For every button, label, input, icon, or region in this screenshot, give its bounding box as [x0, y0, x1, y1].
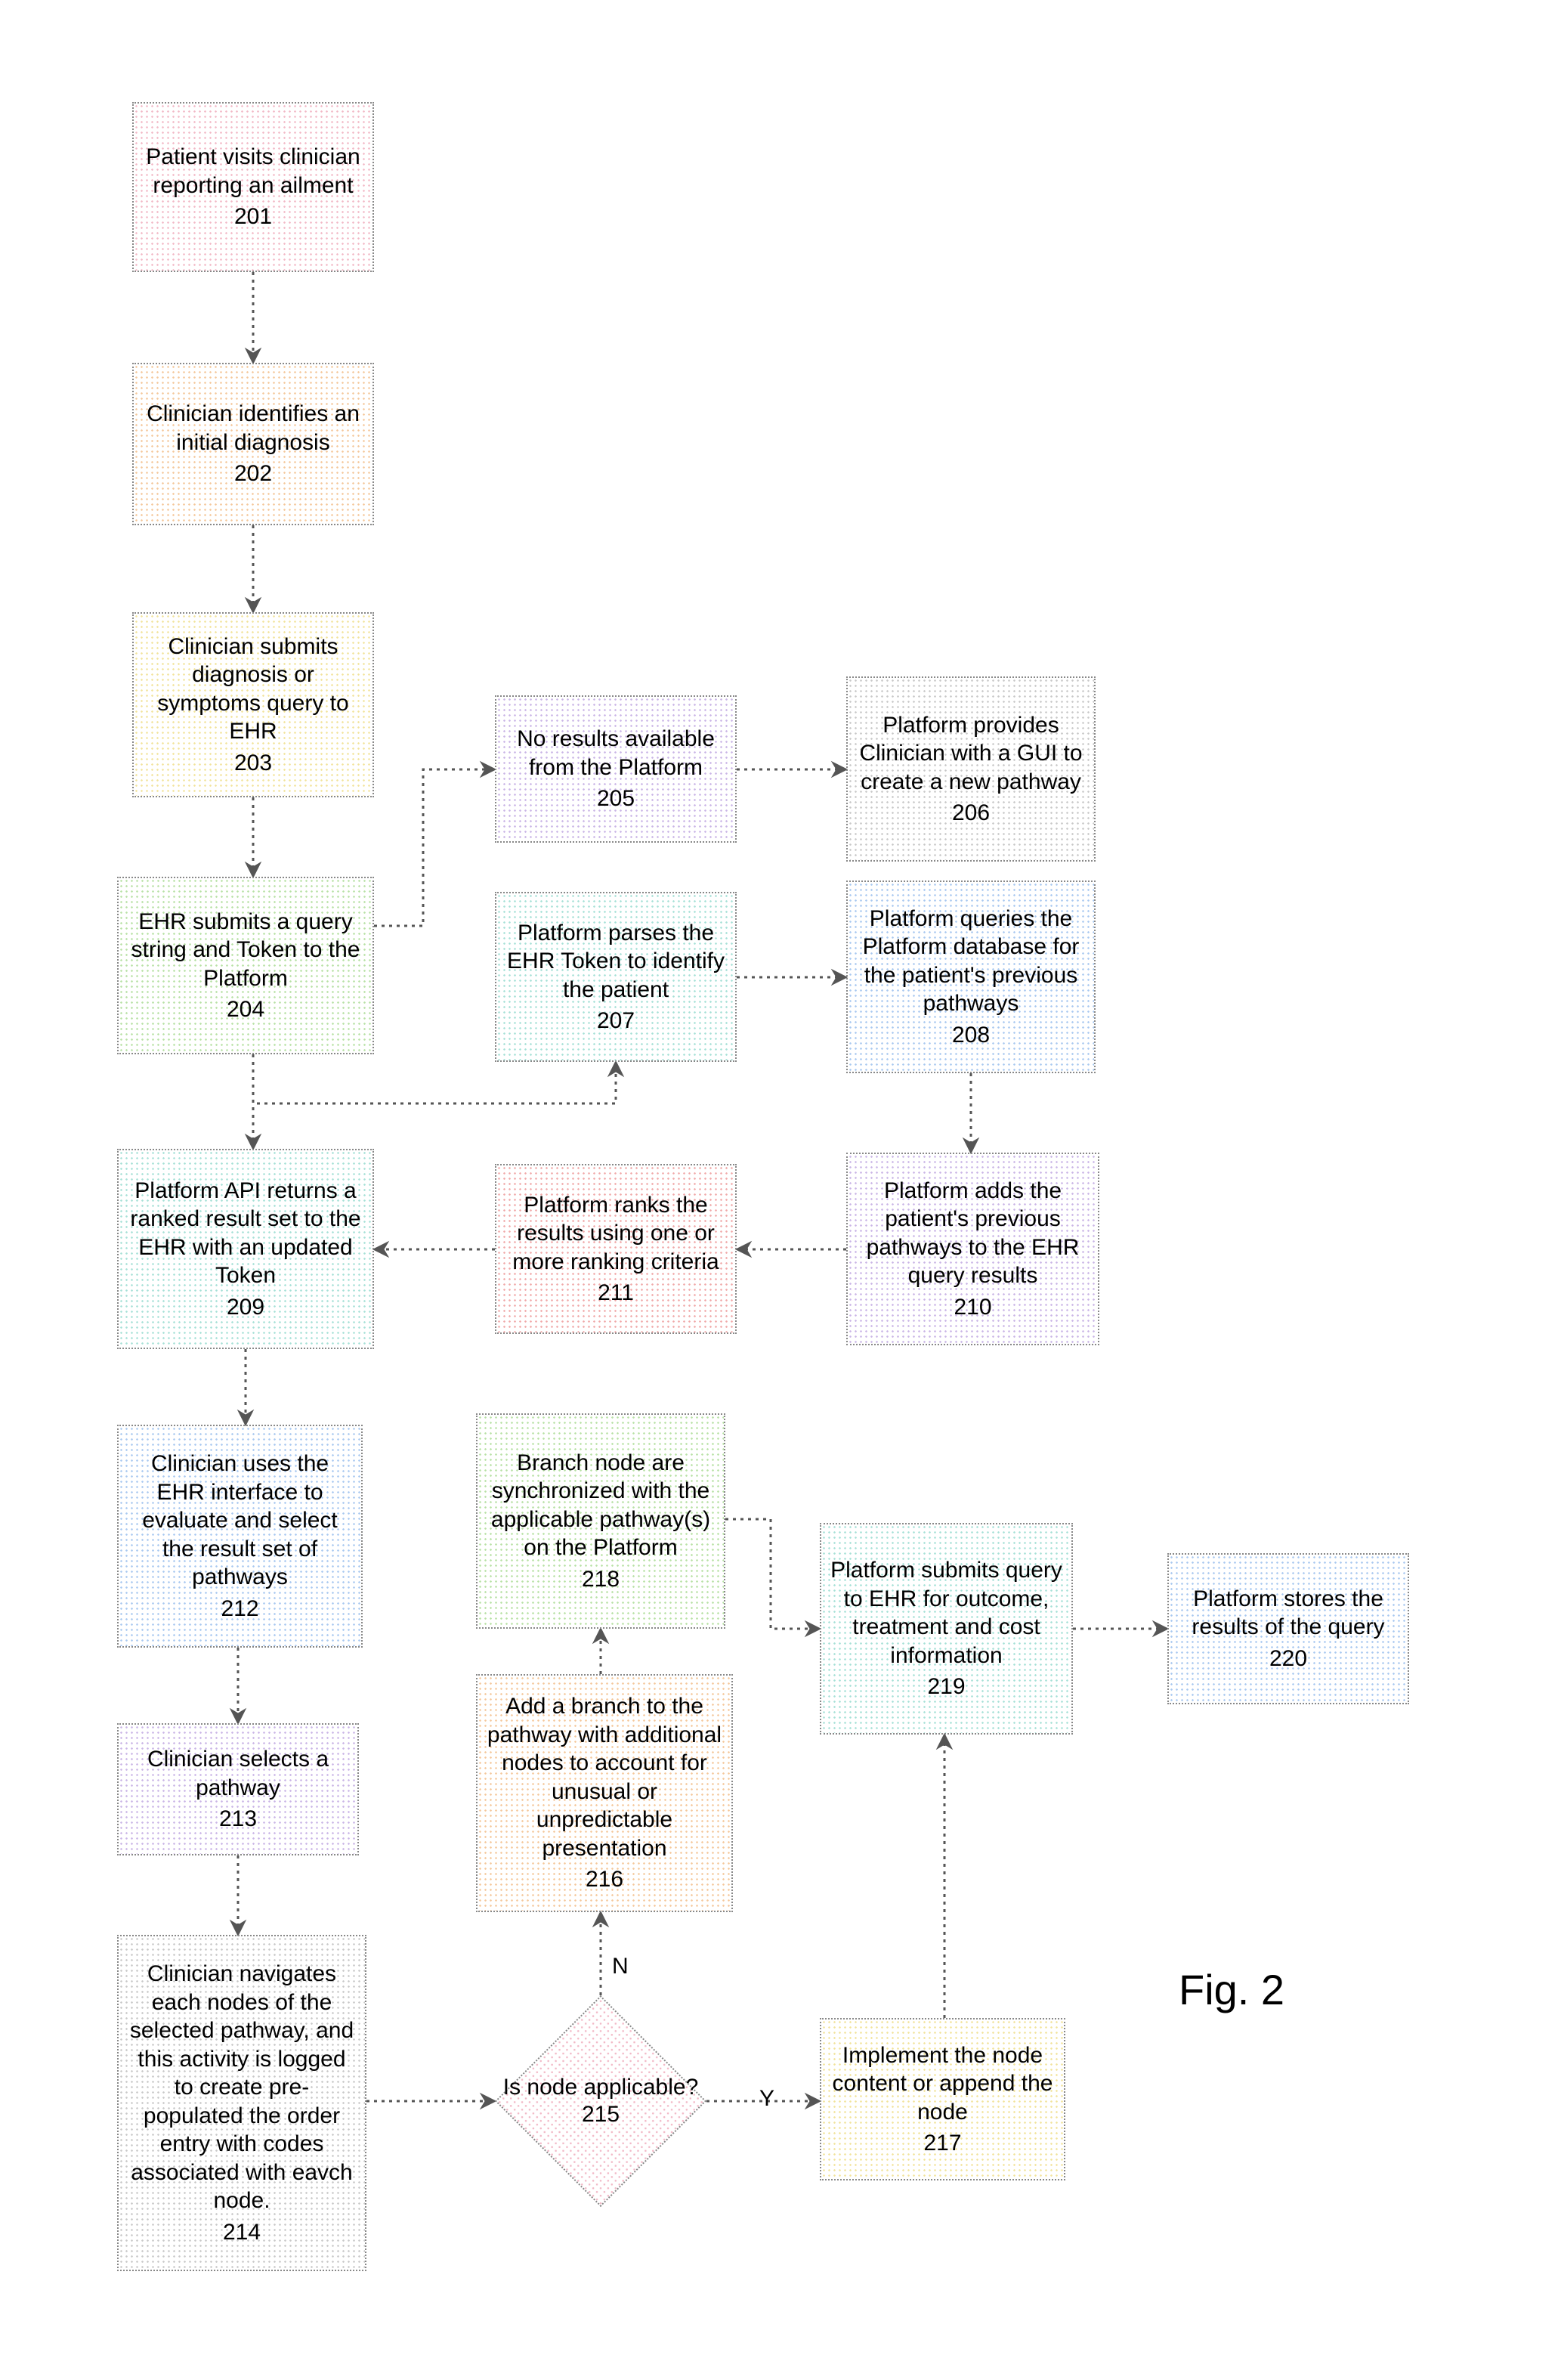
node-text: Platform provides Clinician with a GUI t… [855, 711, 1087, 797]
decision-label: Is node applicable?215 [495, 1995, 706, 2207]
process-220: Platform stores the results of the query… [1167, 1553, 1409, 1704]
node-text: Clinician uses the EHR interface to eval… [126, 1450, 354, 1592]
process-216: Add a branch to the pathway with additio… [476, 1674, 733, 1912]
node-text: Platform ranks the results using one or … [504, 1191, 728, 1277]
node-number: 210 [954, 1293, 991, 1322]
node-text: Platform stores the results of the query [1176, 1585, 1400, 1642]
node-number: 209 [227, 1293, 264, 1322]
process-212: Clinician uses the EHR interface to eval… [117, 1425, 363, 1648]
decision-215: Is node applicable?215 [526, 2026, 675, 2176]
process-209: Platform API returns a ranked result set… [117, 1149, 374, 1349]
edge [725, 1519, 820, 1629]
process-218: Branch node are synchronized with the ap… [476, 1413, 725, 1629]
process-205: No results available from the Platform 20… [495, 695, 737, 843]
process-210: Platform adds the patient's previous pat… [846, 1153, 1099, 1345]
node-number: 217 [923, 2129, 961, 2158]
node-number: 212 [221, 1595, 258, 1623]
flowchart-canvas: Fig. 2 Patient visits clinician reportin… [0, 0, 1561, 2380]
node-text: Patient visits clinician reporting an ai… [141, 143, 365, 200]
process-207: Platform parses the EHR Token to identif… [495, 892, 737, 1062]
node-text: Platform parses the EHR Token to identif… [504, 919, 728, 1004]
node-text: Implement the node content or append the… [829, 2041, 1056, 2127]
edge-label: N [612, 1954, 629, 1979]
node-number: 216 [586, 1865, 623, 1894]
node-text: No results available from the Platform [504, 725, 728, 781]
node-number: 202 [234, 460, 272, 488]
node-text: EHR submits a query string and Token to … [126, 908, 365, 993]
node-text: Branch node are synchronized with the ap… [485, 1449, 716, 1562]
node-number: 201 [234, 203, 272, 231]
node-text: Clinician selects a pathway [126, 1745, 350, 1802]
process-202: Clinician identifies an initial diagnosi… [132, 363, 374, 525]
process-213: Clinician selects a pathway 213 [117, 1723, 359, 1855]
node-number: 204 [227, 995, 264, 1024]
node-text: Clinician identifies an initial diagnosi… [141, 400, 365, 457]
process-206: Platform provides Clinician with a GUI t… [846, 676, 1096, 862]
node-text: Platform adds the patient's previous pat… [855, 1177, 1090, 1290]
node-text: Platform API returns a ranked result set… [126, 1177, 365, 1290]
node-number: 203 [234, 749, 272, 778]
figure-label: Fig. 2 [1179, 1965, 1284, 2014]
node-number: 207 [597, 1007, 635, 1035]
node-text: Platform queries the Platform database f… [855, 905, 1087, 1018]
node-text: Add a branch to the pathway with additio… [485, 1692, 724, 1862]
node-number: 220 [1269, 1645, 1307, 1673]
edge-label: Y [759, 2086, 774, 2112]
node-number: 206 [952, 799, 990, 828]
process-211: Platform ranks the results using one or … [495, 1164, 737, 1334]
node-text: Clinician submits diagnosis or symptoms … [141, 633, 365, 746]
edge [374, 769, 495, 926]
node-number: 213 [219, 1805, 257, 1834]
node-number: 219 [927, 1673, 965, 1701]
process-219: Platform submits query to EHR for outcom… [820, 1523, 1073, 1735]
node-text: Clinician navigates each nodes of the se… [126, 1960, 357, 2215]
process-203: Clinician submits diagnosis or symptoms … [132, 612, 374, 797]
process-208: Platform queries the Platform database f… [846, 881, 1096, 1073]
node-text: Platform submits query to EHR for outcom… [829, 1556, 1064, 1670]
node-number: 218 [582, 1565, 620, 1594]
process-201: Patient visits clinician reporting an ai… [132, 102, 374, 272]
node-number: 208 [952, 1021, 990, 1050]
node-number: 214 [223, 2218, 261, 2247]
process-217: Implement the node content or append the… [820, 2018, 1065, 2180]
process-204: EHR submits a query string and Token to … [117, 877, 374, 1054]
node-number: 211 [598, 1279, 634, 1308]
node-number: 205 [597, 785, 635, 813]
process-214: Clinician navigates each nodes of the se… [117, 1935, 366, 2271]
